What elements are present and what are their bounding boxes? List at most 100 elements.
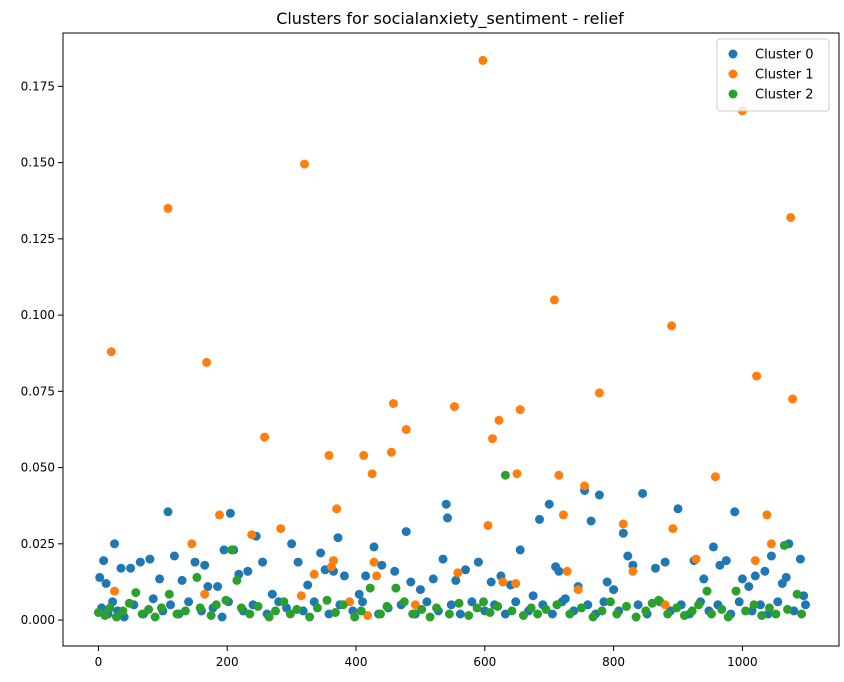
- data-point: [602, 577, 612, 587]
- data-point: [428, 574, 438, 584]
- data-point: [145, 554, 155, 564]
- data-point: [410, 600, 420, 610]
- data-point: [225, 508, 235, 518]
- data-point: [376, 609, 385, 619]
- data-point: [511, 597, 521, 607]
- data-point: [172, 609, 182, 619]
- data-point: [737, 574, 747, 584]
- data-point: [118, 606, 128, 616]
- data-point: [192, 572, 202, 582]
- data-point: [749, 600, 759, 610]
- data-point: [565, 609, 575, 619]
- data-point: [300, 159, 309, 169]
- data-point: [766, 539, 776, 549]
- data-point: [554, 566, 564, 576]
- data-point: [699, 574, 709, 584]
- data-point: [169, 551, 179, 561]
- data-point: [691, 554, 701, 564]
- data-point: [710, 472, 720, 482]
- data-point: [305, 612, 315, 622]
- data-point: [200, 589, 210, 599]
- data-point: [110, 586, 119, 596]
- data-point: [594, 388, 604, 398]
- data-point: [365, 583, 375, 593]
- data-point: [535, 514, 544, 524]
- data-point: [715, 560, 725, 570]
- data-point: [483, 521, 493, 530]
- data-point: [359, 450, 369, 460]
- data-point: [594, 490, 604, 500]
- data-point: [330, 608, 340, 617]
- data-point: [221, 595, 231, 605]
- data-point: [781, 572, 791, 582]
- data-point: [494, 415, 504, 425]
- data-point: [762, 510, 772, 520]
- data-point: [372, 571, 382, 581]
- data-point: [157, 603, 166, 613]
- data-point: [507, 606, 517, 616]
- data-point: [200, 560, 210, 570]
- data-point: [576, 603, 586, 613]
- data-point: [478, 55, 488, 65]
- data-point: [184, 597, 194, 607]
- data-point: [479, 597, 488, 607]
- data-point: [164, 589, 174, 599]
- data-point: [148, 594, 158, 604]
- data-point: [296, 591, 306, 601]
- y-tick-label: 0.100: [21, 308, 55, 322]
- data-point: [377, 560, 387, 570]
- data-point: [573, 585, 583, 595]
- data-point: [292, 604, 302, 614]
- data-point: [333, 533, 343, 543]
- data-point: [544, 499, 554, 509]
- data-point: [764, 603, 774, 613]
- data-point: [454, 598, 464, 608]
- data-point: [137, 609, 147, 619]
- data-point: [150, 612, 160, 622]
- data-point: [622, 601, 631, 611]
- y-axis: 0.000 0.025 0.050 0.075 0.100 0.125 0.150 0.175: [21, 79, 63, 627]
- data-point: [354, 589, 364, 599]
- data-point: [213, 582, 223, 591]
- data-point: [472, 603, 482, 613]
- data-point: [795, 554, 805, 564]
- data-point: [660, 557, 670, 567]
- data-point: [163, 507, 173, 517]
- data-point: [679, 611, 689, 620]
- data-point: [361, 571, 371, 581]
- data-point: [227, 545, 237, 555]
- data-point: [694, 600, 704, 610]
- data-point: [444, 609, 454, 619]
- data-point: [558, 510, 568, 520]
- data-point: [618, 528, 628, 538]
- data-point: [166, 600, 175, 610]
- data-point: [744, 582, 754, 591]
- data-point: [243, 566, 253, 576]
- series-2: [93, 470, 807, 622]
- data-point: [628, 566, 638, 576]
- data-point: [797, 609, 807, 619]
- data-point: [586, 516, 596, 526]
- legend-marker: [728, 49, 738, 59]
- data-point: [450, 402, 459, 412]
- y-tick-label: 0.175: [21, 79, 55, 93]
- data-point: [126, 563, 136, 573]
- data-point: [750, 556, 760, 566]
- data-point: [195, 603, 205, 613]
- data-point: [415, 585, 425, 595]
- data-point: [518, 611, 528, 620]
- data-point: [312, 603, 322, 613]
- data-point: [549, 295, 559, 305]
- data-point: [786, 213, 796, 222]
- data-point: [267, 589, 277, 599]
- data-point: [651, 563, 660, 573]
- data-point: [562, 566, 572, 576]
- data-point: [731, 586, 741, 596]
- data-point: [217, 612, 227, 622]
- data-point: [303, 580, 313, 590]
- legend: Cluster 0 Cluster 1 Cluster 2: [716, 38, 830, 112]
- data-point: [760, 566, 770, 576]
- data-point: [599, 597, 609, 607]
- data-point: [358, 597, 367, 607]
